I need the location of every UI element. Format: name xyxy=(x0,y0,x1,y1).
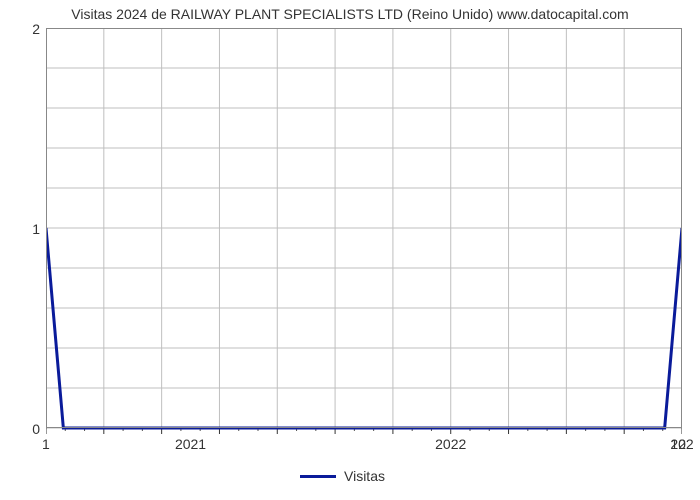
chart-title: Visitas 2024 de RAILWAY PLANT SPECIALIST… xyxy=(0,6,700,22)
x-tick-label: 12 xyxy=(658,436,686,452)
x-tick-label: 1 xyxy=(42,436,62,452)
y-tick-label: 0 xyxy=(10,421,40,437)
legend-swatch xyxy=(300,475,336,478)
legend: Visitas xyxy=(300,468,385,484)
y-tick-label: 2 xyxy=(10,21,40,37)
y-tick-label: 1 xyxy=(10,221,40,237)
x-tick-label: 2021 xyxy=(151,436,231,452)
chart-plot xyxy=(46,28,682,438)
legend-label: Visitas xyxy=(344,468,385,484)
x-tick-label: 2022 xyxy=(411,436,491,452)
